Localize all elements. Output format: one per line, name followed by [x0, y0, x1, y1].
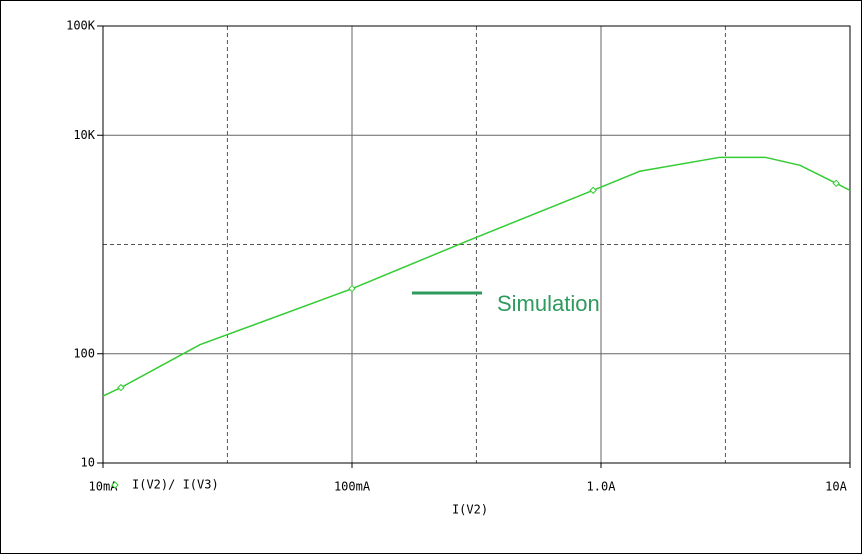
y-tick-label: 100K: [66, 19, 96, 33]
point-marker: [832, 179, 840, 188]
legend-label: I(V2)/ I(V3): [132, 478, 219, 492]
series-line: [102, 156, 851, 397]
x-tick-label: 1.0A: [587, 480, 617, 494]
point-marker: [589, 186, 597, 195]
x-axis-label: I(V2): [452, 503, 488, 517]
plot-border: [102, 25, 851, 464]
y-tick-label: 100: [73, 346, 95, 360]
y-tick-label: 10K: [73, 128, 95, 142]
point-marker: [348, 284, 356, 293]
x-tick-label: 10A: [825, 480, 847, 494]
annotation: Simulation: [497, 291, 600, 316]
x-tick-label: 10mA: [89, 480, 119, 494]
legend-marker: [111, 481, 119, 489]
point-marker: [117, 383, 125, 392]
x-tick-label: 100mA: [334, 480, 371, 494]
y-tick-label: 10: [81, 456, 95, 470]
